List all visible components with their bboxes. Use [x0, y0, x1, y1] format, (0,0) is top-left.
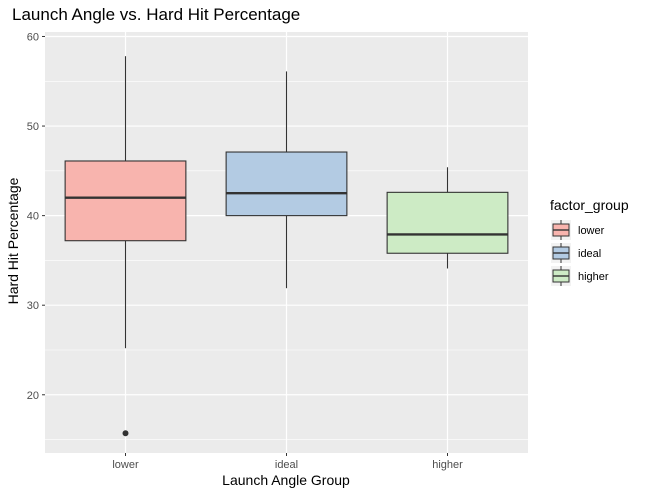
y-tick-label: 40 [27, 211, 39, 223]
y-tick-label: 30 [27, 300, 39, 312]
box-lower [64, 160, 187, 242]
box-higher [386, 191, 509, 254]
legend-label-lower: lower [578, 225, 605, 237]
x-tick-label-ideal: ideal [275, 459, 298, 471]
boxplot-ideal [225, 71, 348, 289]
legend-label-ideal: ideal [578, 248, 601, 260]
chart-title: Launch Angle vs. Hard Hit Percentage [12, 5, 300, 24]
boxplots [64, 56, 509, 437]
x-axis-ticks: lower ideal higher [112, 453, 463, 471]
x-tick-label-higher: higher [432, 459, 463, 471]
legend-label-higher: higher [578, 271, 609, 283]
y-tick-label: 50 [27, 121, 39, 133]
x-tick-label-lower: lower [112, 459, 139, 471]
box-ideal [225, 151, 348, 217]
y-axis-title: Hard Hit Percentage [5, 177, 21, 304]
boxplot-lower [64, 56, 187, 437]
boxplot-higher [386, 167, 509, 269]
y-tick-label: 20 [27, 390, 39, 402]
legend: factor_group lower ideal higher [550, 197, 629, 286]
outlier-point [122, 430, 129, 437]
legend-title: factor_group [550, 197, 629, 213]
legend-item-lower: lower [551, 220, 605, 240]
legend-item-higher: higher [551, 266, 609, 286]
x-axis-title: Launch Angle Group [222, 472, 350, 488]
y-tick-label: 60 [27, 31, 39, 43]
y-axis-ticks: 20 30 40 50 60 [27, 31, 45, 402]
legend-item-ideal: ideal [551, 243, 601, 263]
